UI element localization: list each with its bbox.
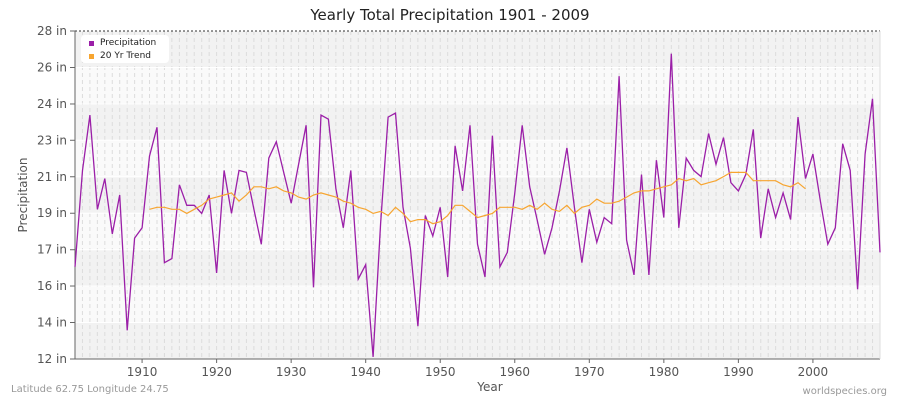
y-tick-label: 16 in: [37, 279, 67, 293]
x-axis-title: Year: [476, 380, 502, 394]
x-tick-label: 2000: [798, 365, 829, 379]
x-tick-label: 1980: [649, 365, 680, 379]
legend-item-trend: 20 Yr Trend: [89, 50, 151, 62]
x-tick-label: 1970: [574, 365, 605, 379]
precipitation-line: [74, 53, 881, 357]
trend-swatch-icon: [89, 53, 94, 59]
y-tick-label: 26 in: [37, 60, 67, 74]
y-tick-label: 28 in: [37, 24, 67, 38]
legend-item-precipitation: Precipitation: [89, 37, 156, 49]
location-label: Latitude 62.75 Longitude 24.75: [11, 384, 169, 395]
y-tick-label: 14 in: [37, 316, 67, 330]
legend: Precipitation 20 Yr Trend: [81, 35, 169, 63]
axes: [74, 30, 881, 360]
y-tick-label: 23 in: [37, 133, 67, 147]
x-tick-label: 1960: [499, 365, 530, 379]
y-tick-label: 19 in: [37, 206, 67, 220]
x-tick-label: 1930: [276, 365, 307, 379]
legend-label: 20 Yr Trend: [100, 51, 152, 61]
precipitation-swatch-icon: [89, 40, 94, 46]
x-tick-label: 1950: [425, 365, 456, 379]
x-tick-label: 1920: [201, 365, 232, 379]
x-tick-label: 1940: [350, 365, 381, 379]
source-link[interactable]: worldspecies.org: [802, 386, 887, 397]
y-tick-label: 17 in: [37, 243, 67, 257]
y-tick-label: 24 in: [37, 97, 67, 111]
chart-title: Yearly Total Precipitation 1901 - 2009: [310, 6, 590, 24]
y-tick-label: 12 in: [37, 352, 67, 366]
x-tick-label: 1990: [723, 365, 754, 379]
trend-line: [149, 171, 806, 225]
legend-label: Precipitation: [100, 38, 157, 48]
y-tick-label: 21 in: [37, 170, 67, 184]
y-axis-title: Precipitation: [16, 157, 30, 232]
y-axis-ticks: 28 in 26 in 24 in 23 in 21 in 19 in 17 in 16 in…: [37, 24, 75, 366]
vertical-gridlines: [74, 31, 881, 359]
data-series: [74, 53, 881, 357]
x-tick-label: 1910: [127, 365, 158, 379]
x-axis-ticks: 1910 1920 1930 1940 1950 1960 1970 1980 1990 2000: [127, 359, 828, 379]
